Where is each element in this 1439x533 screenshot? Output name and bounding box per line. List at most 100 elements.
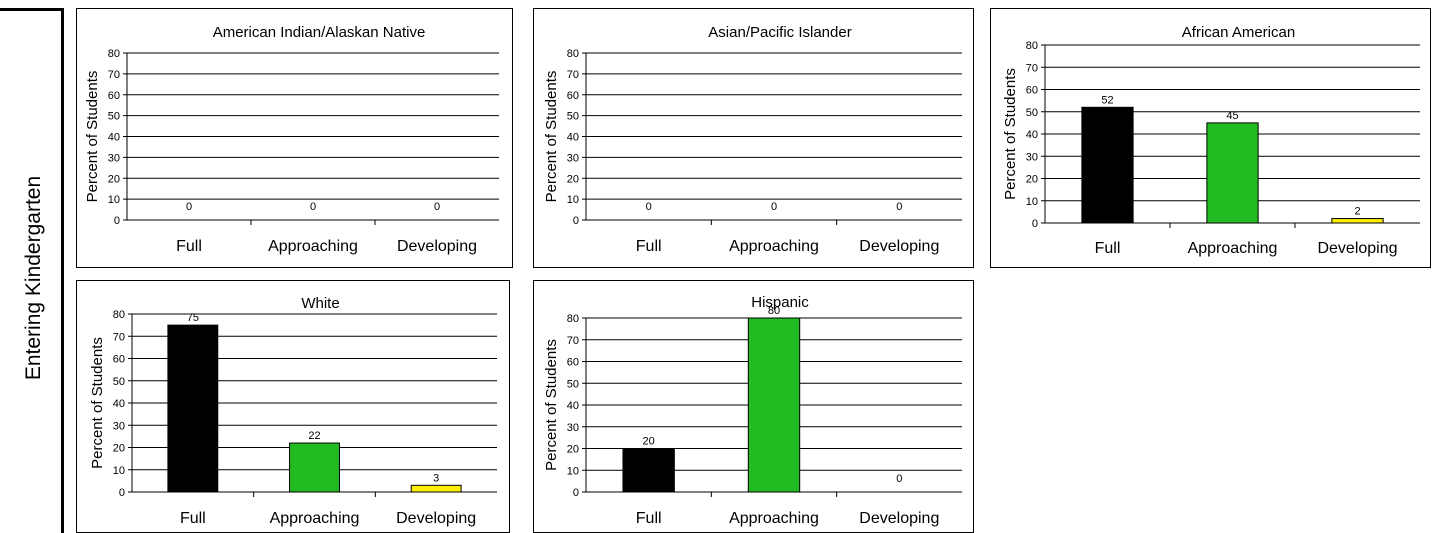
y-tick-label: 30	[567, 152, 579, 164]
category-label-full: Full	[636, 238, 662, 255]
y-tick-label: 30	[567, 422, 579, 434]
y-tick-label: 50	[567, 378, 579, 390]
category-label-approaching: Approaching	[268, 238, 358, 255]
y-tick-label: 50	[1026, 107, 1038, 119]
y-tick-label: 50	[113, 376, 125, 388]
chart-panel-hispanic: Hispanic Percent of Students 0 10 20 30 40 50 60…	[533, 280, 974, 533]
y-tick-label: 80	[567, 313, 579, 325]
chart-svg: American Indian/Alaskan Native Percent of…	[84, 24, 499, 255]
data-label-developing: 0	[434, 201, 440, 213]
chart-title: Hispanic	[751, 294, 809, 311]
y-tick-label: 20	[113, 443, 125, 455]
y-tick-label: 10	[113, 465, 125, 477]
y-axis-label: Percent of Students	[543, 71, 560, 203]
y-tick-label: 50	[567, 111, 579, 123]
y-tick-label: 0	[119, 487, 125, 499]
chart-title: Asian/Pacific Islander	[708, 24, 851, 41]
chart-title: White	[301, 295, 339, 312]
category-label-developing: Developing	[859, 510, 939, 527]
y-axis-label: Percent of Students	[84, 71, 101, 203]
bar-full	[167, 324, 219, 493]
data-label-approaching: 80	[768, 305, 780, 317]
data-label-approaching: 45	[1226, 110, 1238, 122]
y-tick-label: 0	[573, 215, 579, 227]
y-tick-label: 70	[108, 69, 120, 81]
y-tick-label: 80	[108, 48, 120, 60]
y-axis-label: Percent of Students	[543, 339, 560, 471]
y-tick-label: 70	[113, 331, 125, 343]
y-tick-label: 10	[567, 465, 579, 477]
y-tick-label: 30	[1026, 151, 1038, 163]
y-tick-label: 40	[108, 132, 120, 144]
y-tick-label: 20	[567, 173, 579, 185]
bar-approaching	[1206, 122, 1259, 224]
y-tick-label: 30	[113, 420, 125, 432]
bar-developing	[410, 484, 462, 493]
bar-full	[1081, 106, 1134, 224]
category-label-approaching: Approaching	[729, 510, 819, 527]
data-label-approaching: 22	[308, 430, 320, 442]
y-tick-label: 70	[567, 335, 579, 347]
y-tick-label: 40	[567, 132, 579, 144]
bar-full	[622, 448, 675, 493]
data-label-approaching: 0	[310, 201, 316, 213]
y-tick-label: 40	[113, 398, 125, 410]
category-label-approaching: Approaching	[1188, 240, 1278, 257]
chart-panel-american-indian: American Indian/Alaskan Native Percent of…	[76, 8, 513, 268]
category-label-full: Full	[176, 238, 202, 255]
chart-panel-african-american: African American Percent of Students 0 10 20…	[990, 8, 1431, 268]
y-axis-label: Percent of Students	[89, 337, 106, 469]
side-label: Entering Kindergarten	[22, 175, 45, 381]
y-tick-label: 60	[113, 354, 125, 366]
chart-svg: White Percent of Students 0 10 20 30 40 50 60 70 8…	[89, 295, 497, 527]
side-label-box: Entering Kindergarten	[0, 8, 64, 533]
bar-developing	[1331, 218, 1384, 224]
y-tick-label: 20	[108, 173, 120, 185]
y-tick-label: 80	[567, 48, 579, 60]
category-label-approaching: Approaching	[729, 238, 819, 255]
data-label-developing: 0	[896, 473, 902, 485]
category-label-developing: Developing	[396, 510, 476, 527]
y-tick-label: 0	[573, 487, 579, 499]
y-axis-label: Percent of Students	[1002, 68, 1019, 200]
y-tick-label: 40	[1026, 129, 1038, 141]
chart-svg: African American Percent of Students 0 10 20…	[1002, 24, 1420, 257]
category-label-developing: Developing	[397, 238, 477, 255]
y-tick-label: 60	[567, 357, 579, 369]
y-tick-label: 20	[1026, 174, 1038, 186]
y-tick-label: 70	[1026, 62, 1038, 74]
bar-approaching	[747, 317, 801, 493]
y-tick-label: 30	[108, 152, 120, 164]
y-tick-label: 70	[567, 69, 579, 81]
category-label-full: Full	[636, 510, 662, 527]
category-label-full: Full	[1095, 240, 1121, 257]
chart-panel-white: White Percent of Students 0 10 20 30 40 50 60 70 8…	[76, 280, 510, 533]
y-tick-label: 60	[1026, 85, 1038, 97]
category-label-developing: Developing	[1317, 240, 1397, 257]
y-tick-label: 40	[567, 400, 579, 412]
category-label-approaching: Approaching	[270, 510, 360, 527]
chart-title: African American	[1182, 24, 1295, 41]
chart-svg: Hispanic Percent of Students 0 10 20 30 40 50 60…	[543, 294, 962, 527]
data-label-approaching: 0	[771, 201, 777, 213]
bar-approaching	[289, 442, 340, 493]
category-label-full: Full	[180, 510, 206, 527]
data-label-developing: 3	[433, 472, 439, 484]
y-tick-label: 10	[567, 194, 579, 206]
data-label-developing: 0	[896, 201, 902, 213]
y-tick-label: 0	[114, 215, 120, 227]
chart-title: American Indian/Alaskan Native	[213, 24, 426, 41]
y-tick-label: 10	[1026, 196, 1038, 208]
y-tick-label: 60	[567, 90, 579, 102]
y-tick-label: 0	[1032, 218, 1038, 230]
y-tick-label: 80	[1026, 40, 1038, 52]
data-label-full: 75	[187, 312, 199, 324]
y-tick-label: 20	[567, 444, 579, 456]
data-label-full: 0	[186, 201, 192, 213]
data-label-full: 52	[1101, 94, 1113, 106]
data-label-full: 0	[646, 201, 652, 213]
y-tick-label: 80	[113, 309, 125, 321]
data-label-full: 20	[643, 436, 655, 448]
chart-panel-asian-pacific: Asian/Pacific Islander Percent of Student…	[533, 8, 974, 268]
side-label-top-rule	[0, 8, 64, 11]
